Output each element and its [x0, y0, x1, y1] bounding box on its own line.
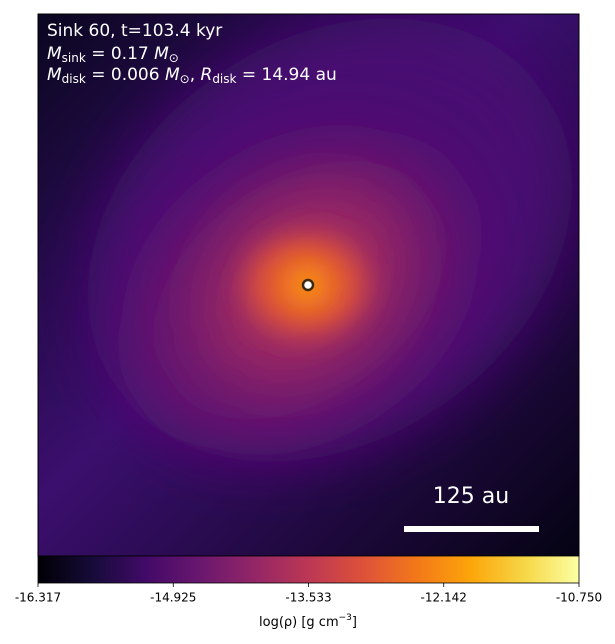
- annotation: Msink = 0.17 M⊙: [47, 44, 179, 65]
- annotation: Sink 60, t=103.4 kyr: [47, 21, 222, 41]
- density-image: [38, 14, 579, 556]
- colorbar-tick-label: -12.142: [421, 591, 467, 605]
- colorbar-tick-label: -10.750: [556, 591, 602, 605]
- sink-marker: [301, 278, 315, 292]
- annotation: Mdisk = 0.006 M⊙, Rdisk = 14.94 au: [47, 65, 337, 86]
- colorbar-label: log(ρ) [g cm−3]: [259, 613, 357, 630]
- colorbar-tick-label: -14.925: [150, 591, 196, 605]
- colorbar-tick-label: -16.317: [15, 591, 61, 605]
- scale-bar-label: 125 au: [433, 484, 509, 509]
- colorbar: [37, 555, 580, 584]
- colorbar-tick-label: -13.533: [285, 591, 331, 605]
